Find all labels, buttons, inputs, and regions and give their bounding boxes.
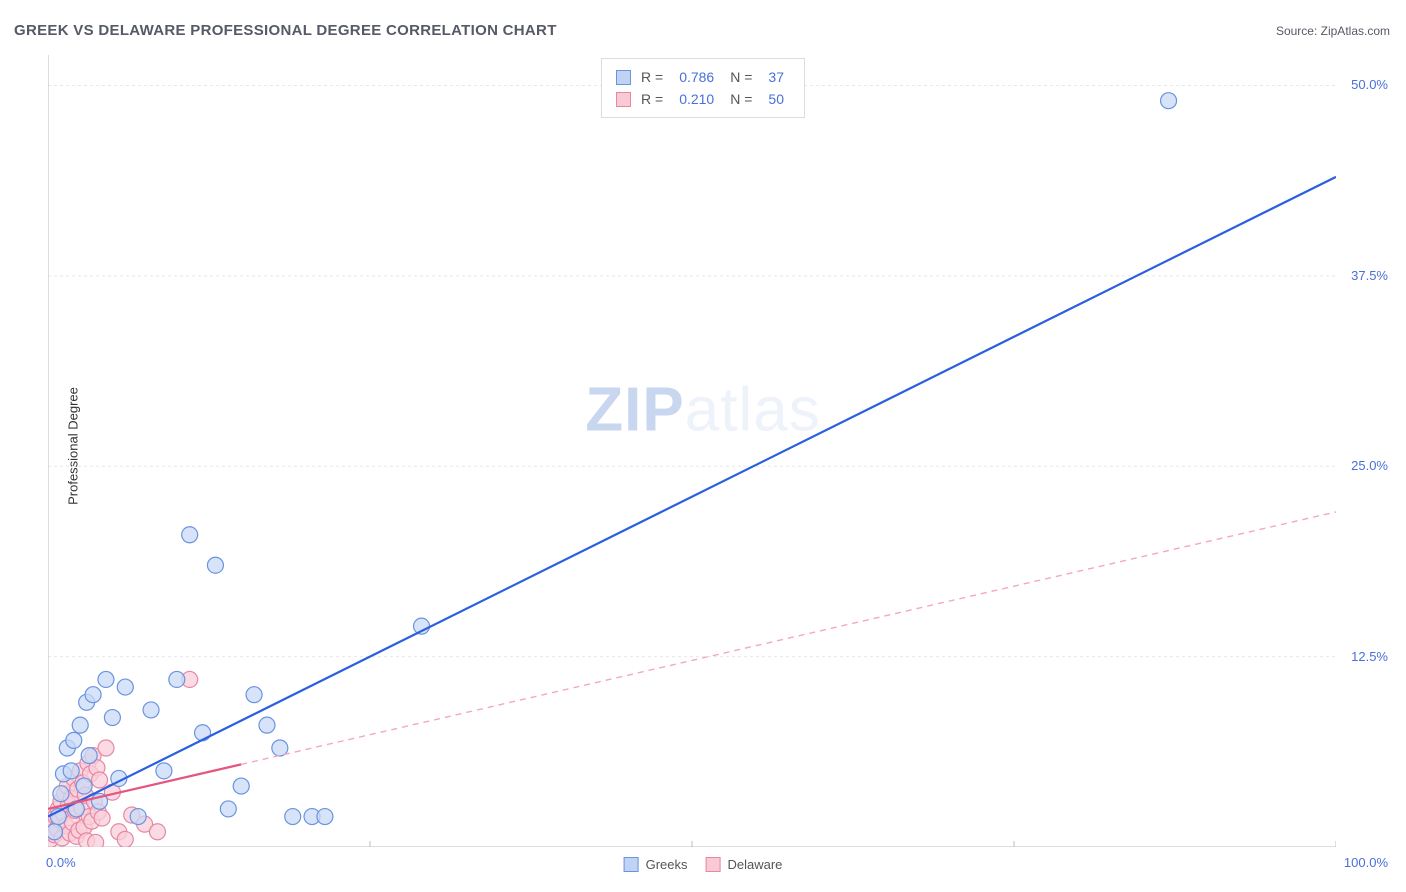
scatter-plot-svg [48, 55, 1336, 847]
source-prefix: Source: [1276, 24, 1321, 38]
swatch-icon [705, 857, 720, 872]
x-tick-min: 0.0% [46, 855, 76, 870]
r-label: R = [641, 88, 663, 110]
n-value: 50 [768, 88, 784, 110]
n-label: N = [730, 66, 752, 88]
y-tick-label: 12.5% [1351, 649, 1388, 664]
y-tick-label: 50.0% [1351, 77, 1388, 92]
r-value: 0.786 [679, 66, 714, 88]
n-value: 37 [768, 66, 784, 88]
legend-row-greeks: R = 0.786 N = 37 [616, 66, 790, 88]
legend-item-delaware: Delaware [705, 857, 782, 872]
source-attribution: Source: ZipAtlas.com [1276, 24, 1390, 38]
x-tick-max: 100.0% [1344, 855, 1388, 870]
y-tick-label: 37.5% [1351, 268, 1388, 283]
swatch-icon [624, 857, 639, 872]
y-tick-label: 25.0% [1351, 458, 1388, 473]
plot-area [48, 55, 1336, 847]
source-link[interactable]: ZipAtlas.com [1321, 24, 1390, 38]
chart-title: GREEK VS DELAWARE PROFESSIONAL DEGREE CO… [14, 22, 557, 39]
swatch-icon [616, 70, 631, 85]
n-label: N = [730, 88, 752, 110]
r-value: 0.210 [679, 88, 714, 110]
series-legend: Greeks Delaware [624, 857, 783, 872]
correlation-legend: R = 0.786 N = 37 R = 0.210 N = 50 [601, 58, 805, 118]
swatch-icon [616, 92, 631, 107]
legend-label: Delaware [727, 857, 782, 872]
r-label: R = [641, 66, 663, 88]
chart-container: GREEK VS DELAWARE PROFESSIONAL DEGREE CO… [0, 0, 1406, 892]
legend-label: Greeks [646, 857, 688, 872]
legend-row-delaware: R = 0.210 N = 50 [616, 88, 790, 110]
legend-item-greeks: Greeks [624, 857, 688, 872]
